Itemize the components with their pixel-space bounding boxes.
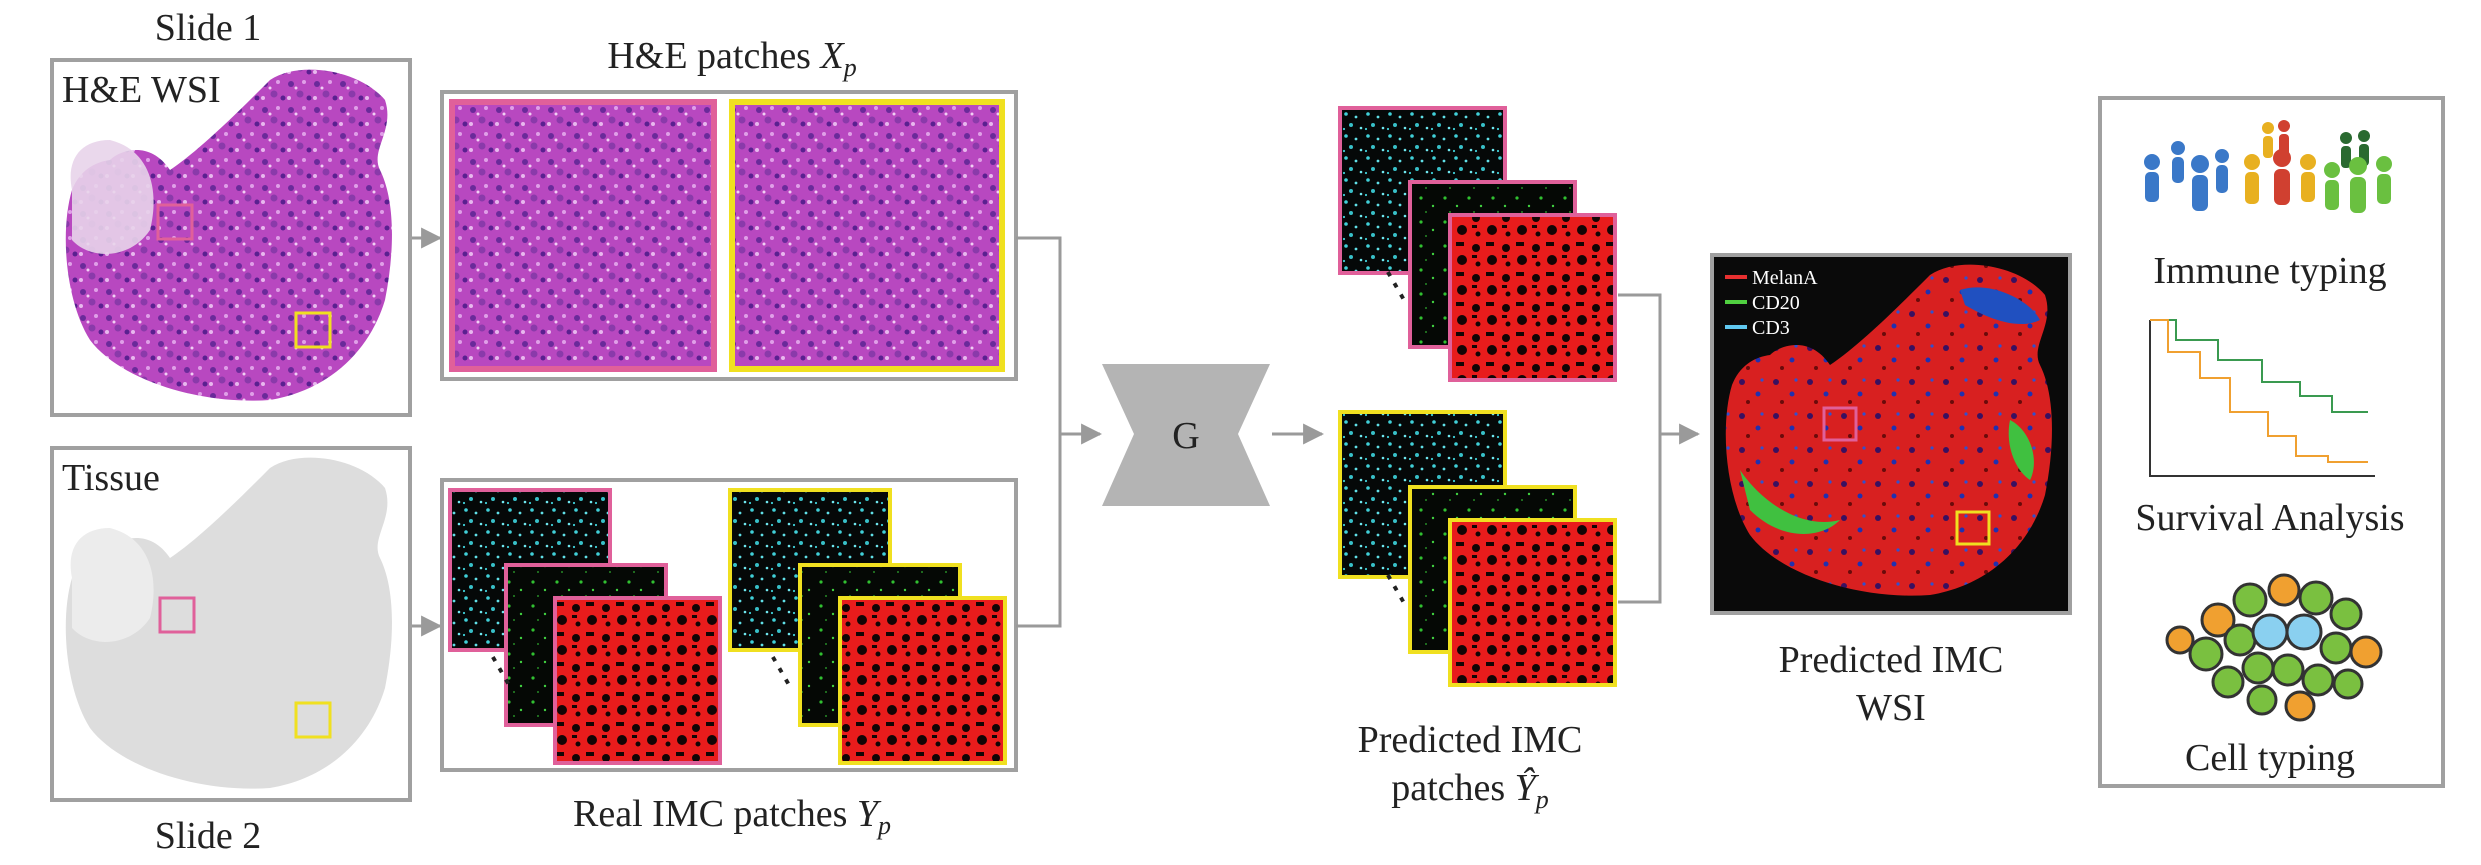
immune-typing-label: Immune typing — [2153, 250, 2386, 292]
generator-block — [1102, 364, 1270, 506]
cell-typing-label: Cell typing — [2185, 737, 2355, 779]
legend-cd20-label: CD20 — [1752, 292, 1800, 314]
predicted-to-wsi-line — [1618, 434, 1662, 604]
real-imc-title: Real IMC patches Yp — [573, 793, 891, 840]
predicted-patches-title-line2: patches Ŷp — [1391, 767, 1549, 814]
he-patch-yellow — [729, 99, 1005, 372]
he-wsi-tissue — [65, 69, 392, 401]
slide2-pink-roi — [158, 596, 196, 634]
predicted-stack-yellow — [1338, 410, 1617, 687]
slide2-caption: Slide 2 — [155, 815, 262, 857]
predicted-wsi-title-line1: Predicted IMC — [1779, 639, 2004, 681]
predicted-to-wsi-arrow — [1618, 293, 1701, 445]
slide2-label: Tissue — [62, 457, 160, 499]
tissue-silhouette — [65, 457, 392, 789]
cell-cluster-icon — [2165, 573, 2383, 722]
legend-melana-label: MelanA — [1752, 267, 1818, 289]
survival-analysis-label: Survival Analysis — [2135, 497, 2404, 539]
he-patch-pink — [449, 99, 717, 372]
generator-label: G — [1172, 415, 1199, 457]
slide1-pink-roi — [156, 203, 194, 241]
survival-curve-icon — [2149, 319, 2375, 477]
predicted-wsi-yellow-roi — [1955, 510, 1991, 546]
predicted-patches-title-line1: Predicted IMC — [1358, 719, 1583, 761]
he-to-generator-arrow — [1016, 236, 1103, 445]
he-patches-title: H&E patches Xp — [607, 35, 856, 82]
predicted-stack-pink — [1338, 106, 1617, 382]
legend-cd3-label: CD3 — [1752, 317, 1790, 339]
slide1-caption: Slide 1 — [155, 7, 262, 49]
slide2-yellow-roi — [294, 701, 332, 739]
predicted-wsi-title-line2: WSI — [1856, 687, 1926, 729]
imc-to-generator-line — [1016, 434, 1062, 628]
real-imc-stack-yellow — [728, 488, 1007, 765]
slide1-label: H&E WSI — [62, 69, 221, 111]
people-icon — [2144, 120, 2392, 213]
slide1-yellow-roi — [294, 311, 332, 349]
predicted-wsi-pink-roi — [1822, 406, 1858, 442]
real-imc-stack-pink — [448, 488, 722, 765]
